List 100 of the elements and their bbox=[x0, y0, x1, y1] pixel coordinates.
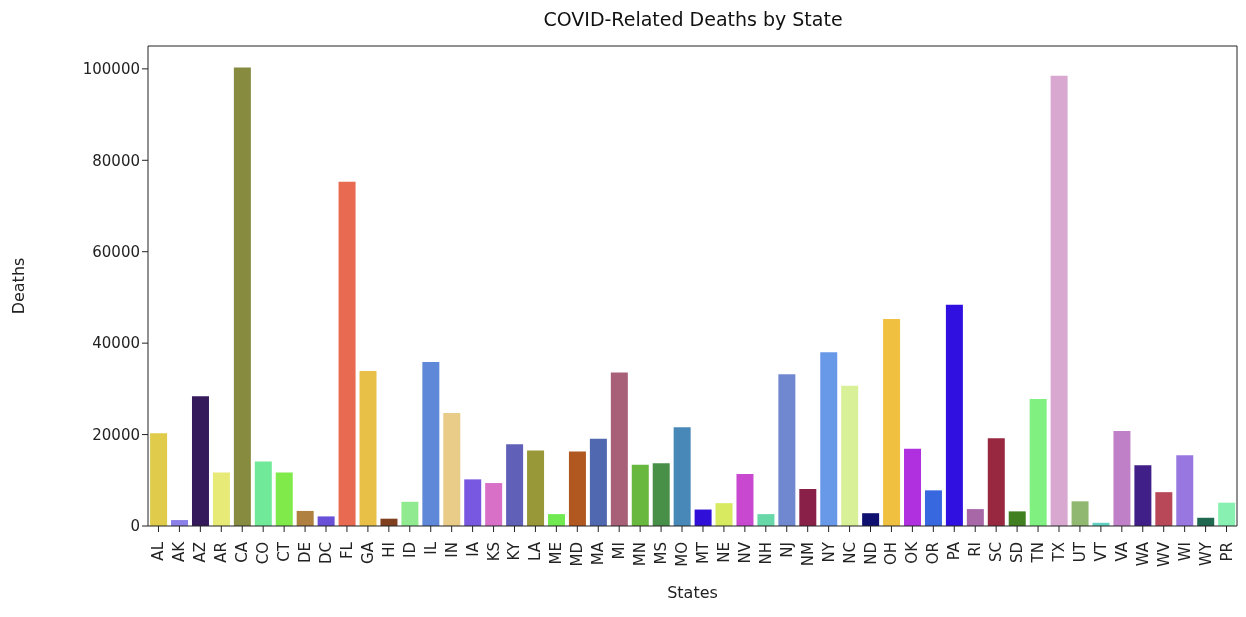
bar bbox=[568, 451, 586, 526]
bar bbox=[987, 438, 1005, 526]
x-tick-label: WA bbox=[1133, 541, 1152, 567]
x-tick-label: MS bbox=[652, 542, 671, 565]
y-axis-title: Deaths bbox=[8, 257, 28, 315]
x-tick-label: OK bbox=[903, 540, 922, 564]
x-tick-label: CA bbox=[233, 541, 252, 563]
bar bbox=[485, 483, 503, 526]
x-tick-label: IA bbox=[463, 541, 482, 557]
x-tick-label: OH bbox=[882, 542, 901, 566]
x-tick-label: AR bbox=[212, 542, 231, 563]
x-tick-label: CO bbox=[254, 542, 273, 565]
bar bbox=[694, 509, 712, 526]
x-tick-label: ND bbox=[861, 542, 880, 565]
bar bbox=[317, 516, 335, 526]
bar bbox=[841, 385, 859, 526]
x-tick-label: NM bbox=[798, 542, 817, 567]
bar bbox=[799, 488, 817, 526]
x-tick-label: OR bbox=[924, 542, 943, 565]
bar bbox=[924, 490, 942, 526]
bar bbox=[1113, 430, 1131, 526]
bar bbox=[191, 396, 209, 526]
y-tick-label: 40000 bbox=[92, 334, 140, 353]
y-tick-label: 80000 bbox=[92, 151, 140, 170]
x-tick-label: MD bbox=[568, 542, 587, 567]
bar bbox=[820, 352, 838, 526]
x-tick-label: WV bbox=[1154, 541, 1173, 568]
x-tick-label: SC bbox=[987, 542, 1006, 562]
x-tick-label: NE bbox=[714, 542, 733, 563]
x-tick-label: VT bbox=[1091, 541, 1110, 562]
x-tick-label: NY bbox=[819, 541, 838, 563]
x-tick-label: MN bbox=[631, 542, 650, 567]
x-tick-label: WY bbox=[1196, 541, 1215, 566]
x-tick-label: VA bbox=[1112, 541, 1131, 562]
bar bbox=[1071, 501, 1089, 526]
bar bbox=[1008, 511, 1026, 526]
x-tick-label: GA bbox=[358, 541, 377, 564]
x-tick-label: AZ bbox=[191, 542, 210, 563]
x-tick-label: TN bbox=[1029, 542, 1048, 564]
x-tick-label: CT bbox=[275, 541, 294, 562]
x-tick-label: NH bbox=[756, 542, 775, 565]
bar bbox=[527, 450, 545, 526]
bar bbox=[443, 413, 461, 526]
x-tick-label: NJ bbox=[777, 542, 796, 558]
y-tick-label: 20000 bbox=[92, 425, 140, 444]
bar bbox=[862, 513, 880, 526]
x-tick-label: NC bbox=[840, 542, 859, 564]
bar bbox=[1218, 502, 1236, 526]
x-tick-label: WI bbox=[1175, 542, 1194, 562]
bar bbox=[966, 509, 984, 526]
bar bbox=[883, 318, 901, 526]
bar bbox=[464, 479, 482, 526]
x-tick-label: IN bbox=[442, 542, 461, 558]
bar bbox=[778, 374, 796, 526]
x-tick-label: KY bbox=[505, 541, 524, 561]
x-axis-title: States bbox=[667, 583, 718, 602]
x-tick-label: UT bbox=[1070, 541, 1089, 563]
x-tick-label: ID bbox=[400, 542, 419, 558]
bar bbox=[610, 372, 628, 526]
x-tick-label: RI bbox=[966, 542, 985, 557]
y-tick-label: 0 bbox=[130, 517, 140, 536]
x-tick-label: HI bbox=[379, 542, 398, 558]
x-tick-label: LA bbox=[526, 541, 545, 561]
bar bbox=[1155, 492, 1173, 526]
x-tick-label: SD bbox=[1008, 542, 1027, 564]
x-tick-label: KS bbox=[484, 542, 503, 562]
bar bbox=[757, 514, 775, 526]
y-tick-label: 100000 bbox=[82, 60, 140, 79]
bar bbox=[359, 371, 377, 526]
y-tick-label: 60000 bbox=[92, 243, 140, 262]
x-tick-label: MA bbox=[589, 541, 608, 566]
bar bbox=[1050, 75, 1068, 526]
bar bbox=[212, 472, 230, 526]
x-tick-label: IL bbox=[421, 541, 440, 555]
x-tick-label: MT bbox=[693, 541, 712, 565]
bar bbox=[548, 514, 565, 526]
x-tick-label: AL bbox=[149, 541, 168, 561]
bar bbox=[422, 361, 440, 526]
bar bbox=[904, 448, 922, 526]
bar bbox=[1029, 398, 1047, 526]
x-tick-label: DE bbox=[296, 542, 315, 564]
bar bbox=[715, 503, 733, 526]
bar bbox=[945, 304, 963, 526]
bar bbox=[275, 472, 293, 526]
bar bbox=[338, 181, 356, 526]
x-tick-label: NV bbox=[735, 541, 754, 564]
x-tick-label: PA bbox=[945, 541, 964, 561]
bar bbox=[673, 427, 691, 526]
x-tick-label: FL bbox=[337, 541, 356, 559]
bar bbox=[736, 473, 754, 526]
x-tick-label: AK bbox=[170, 540, 189, 563]
x-tick-label: DC bbox=[317, 542, 336, 565]
x-tick-label: MO bbox=[673, 542, 692, 567]
bar bbox=[150, 433, 168, 526]
bar bbox=[631, 464, 649, 526]
bar bbox=[1134, 465, 1152, 526]
x-tick-label: TX bbox=[1049, 542, 1068, 563]
bar bbox=[652, 463, 670, 526]
bar bbox=[401, 501, 419, 526]
x-tick-label: MI bbox=[610, 542, 629, 560]
